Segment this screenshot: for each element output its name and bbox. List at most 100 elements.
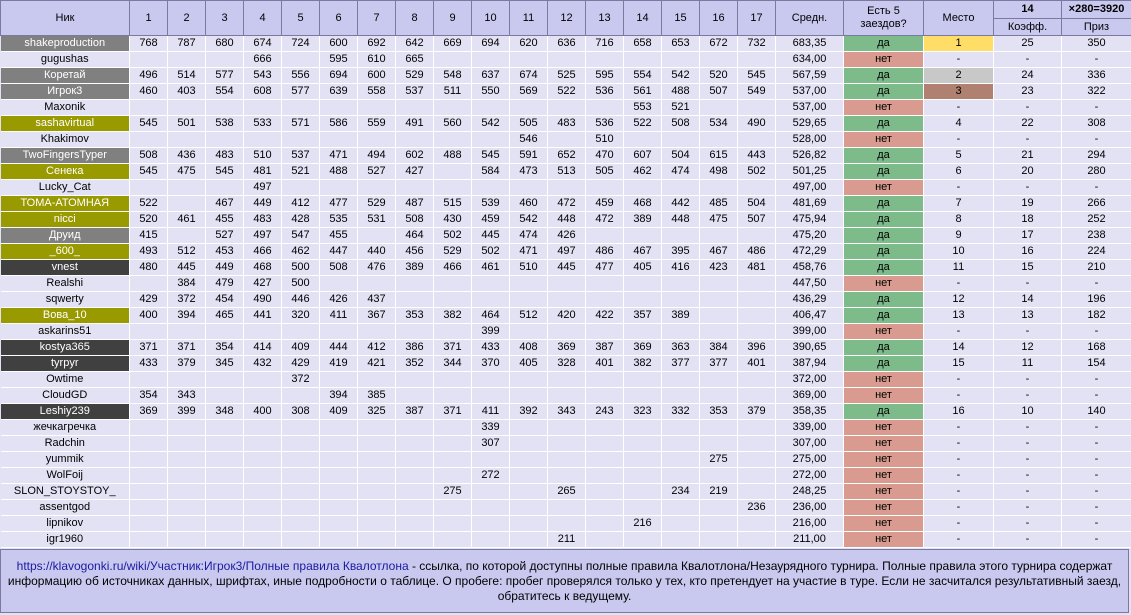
race-score	[167, 531, 206, 548]
place: -	[923, 179, 994, 196]
average-score: 248,25	[775, 483, 844, 500]
race-score: 546	[509, 131, 548, 148]
race-score	[661, 499, 700, 516]
has-five-races: да	[843, 67, 924, 84]
has-five-races: да	[843, 211, 924, 228]
race-score: 561	[623, 83, 662, 100]
prize: -	[1061, 483, 1131, 500]
race-score: 389	[395, 259, 434, 276]
race-score	[661, 419, 700, 436]
has-five-races: нет	[843, 323, 924, 340]
prize: -	[1061, 51, 1131, 68]
race-score	[129, 179, 168, 196]
place: -	[923, 435, 994, 452]
race-score: 389	[623, 211, 662, 228]
table-row: Khakimov 546 510 528,00 нет - - -	[0, 131, 1131, 148]
coefficient: -	[993, 323, 1062, 340]
has-five-races: нет	[843, 99, 924, 116]
race-score	[281, 499, 320, 516]
race-score	[167, 323, 206, 340]
coefficient: -	[993, 531, 1062, 548]
race-score	[281, 435, 320, 452]
race-score: 533	[243, 115, 282, 132]
prize: -	[1061, 179, 1131, 196]
race-score: 332	[661, 403, 700, 420]
race-score: 339	[471, 419, 510, 436]
race-score	[471, 499, 510, 516]
prize: 322	[1061, 83, 1131, 100]
header-prize-formula: ×280=3920	[1061, 0, 1131, 19]
race-score	[205, 51, 244, 68]
race-score: 674	[509, 67, 548, 84]
race-score: 490	[737, 115, 776, 132]
race-score	[737, 323, 776, 340]
race-score	[281, 131, 320, 148]
race-score: 419	[319, 355, 358, 372]
race-score	[585, 515, 624, 532]
has-five-races: да	[843, 195, 924, 212]
average-score: 497,00	[775, 179, 844, 196]
race-score: 323	[623, 403, 662, 420]
race-score: 243	[585, 403, 624, 420]
race-score	[243, 467, 282, 484]
coefficient: 12	[993, 339, 1062, 356]
coefficient: -	[993, 467, 1062, 484]
has-five-races: нет	[843, 387, 924, 404]
race-score	[205, 451, 244, 468]
table-row: shakeproduction 768 787 680 674 724 600 692 642 6…	[0, 35, 1131, 52]
race-score	[737, 51, 776, 68]
race-score: 501	[167, 115, 206, 132]
race-score: 399	[167, 403, 206, 420]
coefficient: -	[993, 515, 1062, 532]
player-nick: Коретай	[0, 67, 130, 84]
race-score	[699, 419, 738, 436]
player-nick: ТОМА-АТОМНАЯ	[0, 195, 130, 212]
race-score	[737, 387, 776, 404]
race-score	[699, 499, 738, 516]
race-score	[737, 131, 776, 148]
race-score	[357, 467, 396, 484]
table-row: assentgod 236 236,00 нет - - -	[0, 499, 1131, 516]
race-score	[737, 515, 776, 532]
race-score	[357, 99, 396, 116]
place: -	[923, 99, 994, 116]
race-score: 550	[471, 83, 510, 100]
race-score: 610	[357, 51, 396, 68]
race-score: 399	[471, 323, 510, 340]
race-score: 343	[167, 387, 206, 404]
race-score: 554	[205, 83, 244, 100]
race-score	[395, 179, 434, 196]
race-score	[471, 131, 510, 148]
race-score: 504	[661, 147, 700, 164]
race-score: 411	[319, 307, 358, 324]
header-place: Место	[923, 0, 994, 36]
race-score: 468	[243, 259, 282, 276]
race-score: 545	[737, 67, 776, 84]
race-score: 600	[319, 35, 358, 52]
table-row: жечкагречка 339 339,00 нет - - -	[0, 419, 1131, 436]
race-score	[281, 483, 320, 500]
race-score: 371	[129, 339, 168, 356]
race-score: 308	[281, 403, 320, 420]
race-score: 732	[737, 35, 776, 52]
race-score: 472	[585, 211, 624, 228]
race-score: 600	[357, 67, 396, 84]
race-score: 344	[433, 355, 472, 372]
race-score	[509, 419, 548, 436]
race-score: 485	[699, 195, 738, 212]
race-score	[699, 179, 738, 196]
place: -	[923, 387, 994, 404]
coefficient: 18	[993, 211, 1062, 228]
header-average: Средн.	[775, 0, 844, 36]
race-score	[661, 515, 700, 532]
race-score: 442	[661, 195, 700, 212]
race-score: 426	[547, 227, 586, 244]
race-score	[357, 179, 396, 196]
race-score: 216	[623, 515, 662, 532]
header-race-3: 3	[205, 0, 244, 36]
race-score: 491	[395, 115, 434, 132]
has-five-races: нет	[843, 531, 924, 548]
race-score	[509, 387, 548, 404]
race-score: 504	[737, 195, 776, 212]
rules-link[interactable]: https://klavogonki.ru/wiki/Участник:Игро…	[16, 559, 409, 573]
